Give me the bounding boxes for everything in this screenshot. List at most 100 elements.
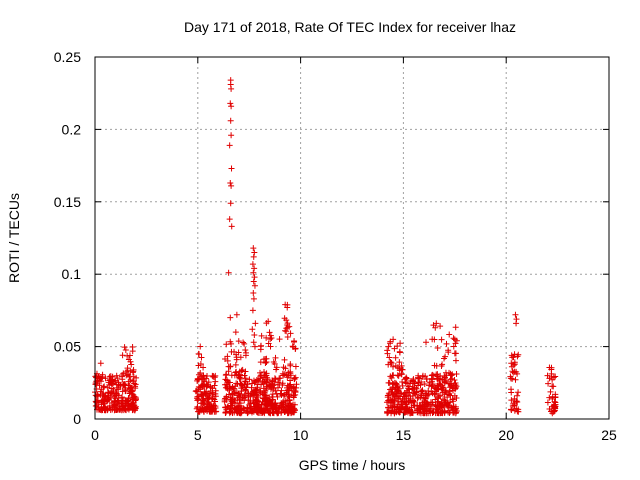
data-point bbox=[262, 360, 269, 367]
data-point bbox=[510, 369, 517, 376]
data-point bbox=[242, 387, 249, 394]
data-point bbox=[269, 377, 276, 384]
x-tick-label: 10 bbox=[293, 427, 309, 443]
data-point bbox=[434, 394, 441, 401]
data-point bbox=[274, 393, 281, 400]
data-point bbox=[100, 397, 107, 404]
data-point bbox=[428, 372, 435, 379]
data-point bbox=[508, 352, 515, 359]
data-point bbox=[233, 380, 240, 387]
data-point bbox=[95, 406, 102, 413]
data-point bbox=[228, 132, 235, 139]
data-point bbox=[391, 388, 398, 395]
data-point bbox=[251, 282, 258, 289]
data-point bbox=[408, 408, 415, 415]
data-point bbox=[270, 358, 277, 365]
data-point bbox=[129, 348, 136, 355]
data-point bbox=[389, 407, 396, 414]
data-point bbox=[228, 223, 235, 230]
data-point bbox=[436, 377, 443, 384]
data-point bbox=[290, 384, 297, 391]
data-point bbox=[417, 403, 424, 410]
data-point bbox=[261, 369, 268, 376]
data-point bbox=[403, 405, 410, 412]
data-point bbox=[418, 378, 425, 385]
data-point bbox=[232, 329, 239, 336]
data-point bbox=[423, 407, 430, 414]
data-point bbox=[227, 402, 234, 409]
data-point bbox=[513, 368, 520, 375]
data-point bbox=[405, 398, 412, 405]
data-point bbox=[232, 369, 239, 376]
data-point bbox=[548, 403, 555, 410]
data-point bbox=[437, 381, 444, 388]
data-point bbox=[242, 368, 249, 375]
data-point bbox=[286, 383, 293, 390]
data-point bbox=[285, 386, 292, 393]
data-point bbox=[548, 408, 555, 415]
data-point bbox=[197, 343, 204, 350]
data-point bbox=[383, 399, 390, 406]
data-point bbox=[402, 379, 409, 386]
data-point bbox=[232, 361, 239, 368]
data-point bbox=[544, 399, 551, 406]
data-point bbox=[209, 395, 216, 402]
data-point bbox=[287, 361, 294, 368]
data-point bbox=[444, 400, 451, 407]
data-point bbox=[225, 269, 232, 276]
data-point bbox=[127, 367, 134, 374]
data-point bbox=[419, 373, 426, 380]
data-point bbox=[106, 402, 113, 409]
data-points bbox=[92, 77, 559, 417]
data-point bbox=[263, 334, 270, 341]
data-point bbox=[399, 405, 406, 412]
data-point bbox=[391, 345, 398, 352]
data-point bbox=[292, 363, 299, 370]
data-point bbox=[104, 390, 111, 397]
data-point bbox=[250, 253, 257, 260]
data-point bbox=[243, 408, 250, 415]
data-point bbox=[120, 370, 127, 377]
data-point bbox=[211, 374, 218, 381]
data-point bbox=[267, 386, 274, 393]
data-point bbox=[416, 375, 423, 382]
data-point bbox=[248, 404, 255, 411]
data-point bbox=[115, 397, 122, 404]
data-point bbox=[429, 336, 436, 343]
data-point bbox=[398, 390, 405, 397]
data-point bbox=[544, 372, 551, 379]
data-point bbox=[284, 320, 291, 327]
data-point bbox=[92, 381, 99, 388]
data-point bbox=[266, 329, 273, 336]
data-point bbox=[193, 387, 200, 394]
data-point bbox=[267, 382, 274, 389]
data-point bbox=[551, 398, 558, 405]
data-point bbox=[416, 402, 423, 409]
data-point bbox=[438, 399, 445, 406]
data-point bbox=[291, 375, 298, 382]
data-point bbox=[552, 373, 559, 380]
data-point bbox=[227, 200, 234, 207]
data-point bbox=[233, 311, 240, 318]
data-point bbox=[226, 216, 233, 223]
data-point bbox=[199, 375, 206, 382]
data-point bbox=[424, 392, 431, 399]
data-point bbox=[228, 348, 235, 355]
data-point bbox=[287, 372, 294, 379]
data-point bbox=[246, 376, 253, 383]
data-point bbox=[432, 385, 439, 392]
data-point bbox=[200, 372, 207, 379]
data-point bbox=[396, 359, 403, 366]
data-point bbox=[210, 372, 217, 379]
data-point bbox=[287, 368, 294, 375]
y-axis-label: ROTI / TECUs bbox=[6, 193, 22, 283]
data-point bbox=[286, 396, 293, 403]
data-point bbox=[387, 396, 394, 403]
data-point bbox=[261, 378, 268, 385]
data-point bbox=[511, 351, 518, 358]
data-point bbox=[508, 397, 515, 404]
y-tick-label: 0 bbox=[73, 411, 81, 427]
data-point bbox=[288, 409, 295, 416]
data-point bbox=[441, 397, 448, 404]
data-point bbox=[234, 399, 241, 406]
